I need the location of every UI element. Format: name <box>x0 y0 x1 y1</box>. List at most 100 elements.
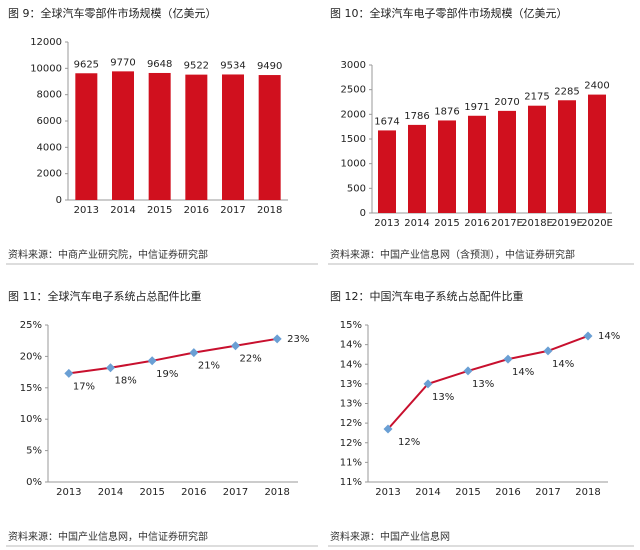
y-tick-label: 2000 <box>37 169 62 180</box>
value-label: 17% <box>73 381 95 392</box>
marker <box>272 334 282 344</box>
y-tick-label: 14% <box>340 340 362 351</box>
x-tick-label: 2018E <box>521 218 553 229</box>
y-tick-label: 1500 <box>341 134 366 145</box>
value-label: 19% <box>156 369 178 380</box>
marker <box>543 346 553 356</box>
y-tick-label: 15% <box>340 320 362 331</box>
value-label: 13% <box>472 379 494 390</box>
x-tick-label: 2015 <box>434 218 459 229</box>
y-tick-label: 2000 <box>341 109 366 120</box>
value-label: 1674 <box>374 116 399 127</box>
y-tick-label: 0 <box>56 195 62 206</box>
bar <box>498 110 516 213</box>
y-tick-label: 11% <box>340 457 362 468</box>
x-tick-label: 2017 <box>535 487 560 498</box>
y-tick-label: 1000 <box>341 159 366 170</box>
value-label: 9534 <box>220 60 245 71</box>
value-label: 1786 <box>404 111 429 122</box>
bar <box>528 105 546 213</box>
value-label: 18% <box>115 376 137 387</box>
marker <box>383 424 393 434</box>
x-tick-label: 2018 <box>575 487 600 498</box>
x-tick-label: 2013 <box>74 205 99 216</box>
x-tick-label: 2019E <box>551 218 583 229</box>
value-label: 9770 <box>110 57 135 68</box>
value-label: 9522 <box>184 61 209 72</box>
marker <box>463 366 473 376</box>
value-label: 21% <box>198 361 220 372</box>
y-tick-label: 10000 <box>30 63 62 74</box>
y-tick-label: 2500 <box>341 85 366 96</box>
y-tick-label: 6000 <box>37 116 62 127</box>
y-tick-label: 500 <box>347 183 366 194</box>
x-tick-label: 2017 <box>220 205 245 216</box>
x-tick-label: 2018 <box>264 487 289 498</box>
value-label: 2070 <box>494 97 519 108</box>
value-label: 13% <box>432 392 454 403</box>
x-tick-label: 2016 <box>181 487 206 498</box>
y-tick-label: 10% <box>20 414 42 425</box>
source-note: 资料来源：中国产业信息网（含预测），中信证券研究部 <box>330 248 575 261</box>
marker <box>231 341 240 351</box>
x-tick-label: 2020E <box>581 218 613 229</box>
y-tick-label: 0 <box>360 208 366 219</box>
y-tick-label: 25% <box>20 320 42 331</box>
marker <box>189 348 199 358</box>
y-tick-label: 14% <box>340 359 362 370</box>
value-label: 22% <box>240 354 262 365</box>
value-label: 14% <box>552 359 574 370</box>
line <box>68 337 278 375</box>
value-label: 2400 <box>584 81 609 92</box>
marker <box>147 356 157 366</box>
chart-title: 图 10：全球汽车电子零部件市场规模（亿美元） <box>330 6 568 20</box>
value-label: 1971 <box>464 102 489 113</box>
x-tick-label: 2015 <box>455 487 480 498</box>
value-label: 1876 <box>434 106 459 117</box>
y-tick-label: 13% <box>340 399 362 410</box>
line <box>387 335 589 430</box>
x-tick-label: 2015 <box>139 487 164 498</box>
chart-title: 图 9：全球汽车零部件市场规模（亿美元） <box>8 6 217 20</box>
chart-title: 图 12：中国汽车电子系统占总配件比重 <box>330 289 524 303</box>
marker <box>106 363 115 373</box>
x-tick-label: 2016 <box>464 218 489 229</box>
source-note: 资料来源：中国产业信息网，中信证券研究部 <box>8 530 208 543</box>
y-tick-label: 8000 <box>37 90 62 101</box>
x-tick-label: 2016 <box>495 487 520 498</box>
marker <box>64 368 74 378</box>
y-tick-label: 12% <box>340 438 362 449</box>
value-label: 23% <box>287 334 309 345</box>
y-tick-label: 12000 <box>30 37 62 48</box>
y-tick-label: 0% <box>26 477 42 488</box>
x-tick-label: 2013 <box>375 487 400 498</box>
value-label: 9490 <box>257 61 282 72</box>
bar <box>408 124 426 213</box>
bar <box>112 71 134 200</box>
value-label: 14% <box>598 331 620 342</box>
x-tick-label: 2014 <box>110 205 135 216</box>
y-tick-label: 13% <box>340 379 362 390</box>
value-label: 14% <box>512 367 534 378</box>
bar <box>185 74 208 200</box>
x-tick-label: 2016 <box>184 205 209 216</box>
y-tick-label: 12% <box>340 418 362 429</box>
x-tick-label: 2017E <box>491 218 523 229</box>
value-label: 2285 <box>554 86 579 97</box>
value-label: 12% <box>398 437 420 448</box>
marker <box>423 379 433 389</box>
value-label: 9648 <box>147 59 172 70</box>
source-note: 资料来源：中国产业信息网 <box>330 530 450 543</box>
x-tick-label: 2014 <box>415 487 440 498</box>
x-tick-label: 2017 <box>223 487 248 498</box>
bar <box>258 75 281 200</box>
y-tick-label: 20% <box>20 351 42 362</box>
y-tick-label: 4000 <box>37 142 62 153</box>
y-tick-label: 3000 <box>341 60 366 71</box>
y-tick-label: 15% <box>20 383 42 394</box>
x-tick-label: 2015 <box>147 205 172 216</box>
chart-title: 图 11：全球汽车电子系统占总配件比重 <box>8 289 202 303</box>
source-note: 资料来源：中商产业研究院，中信证券研究部 <box>8 248 208 261</box>
bar <box>75 73 98 200</box>
